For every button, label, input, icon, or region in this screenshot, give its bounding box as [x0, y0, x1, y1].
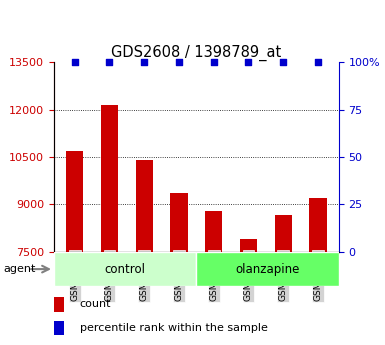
Text: GSM48582: GSM48582: [279, 252, 288, 301]
Point: [211, 59, 217, 65]
Bar: [196, 252, 339, 286]
Bar: [54, 297, 64, 312]
Point: [141, 59, 147, 65]
Text: GSM48579: GSM48579: [174, 252, 184, 301]
Text: count: count: [80, 299, 111, 309]
Bar: [240, 239, 257, 252]
Bar: [170, 193, 187, 252]
Bar: [275, 215, 292, 252]
Title: GDS2608 / 1398789_at: GDS2608 / 1398789_at: [111, 45, 281, 61]
Text: agent: agent: [4, 264, 36, 274]
Bar: [136, 160, 153, 252]
Point: [72, 59, 78, 65]
Point: [106, 59, 112, 65]
Bar: [66, 151, 84, 252]
Text: GSM48578: GSM48578: [140, 252, 149, 301]
Bar: [101, 105, 118, 252]
Text: GSM48559: GSM48559: [70, 252, 79, 301]
Text: GSM48577: GSM48577: [105, 252, 114, 301]
Bar: [54, 321, 64, 335]
Bar: [205, 211, 223, 252]
Text: GSM48580: GSM48580: [209, 252, 218, 301]
Bar: [309, 198, 326, 252]
Point: [245, 59, 251, 65]
Point: [315, 59, 321, 65]
Point: [176, 59, 182, 65]
Text: percentile rank within the sample: percentile rank within the sample: [80, 323, 268, 333]
Text: control: control: [105, 263, 146, 276]
Text: olanzapine: olanzapine: [235, 263, 300, 276]
Point: [280, 59, 286, 65]
Text: GSM48583: GSM48583: [313, 252, 323, 301]
Bar: [54, 252, 196, 286]
Text: GSM48581: GSM48581: [244, 252, 253, 301]
